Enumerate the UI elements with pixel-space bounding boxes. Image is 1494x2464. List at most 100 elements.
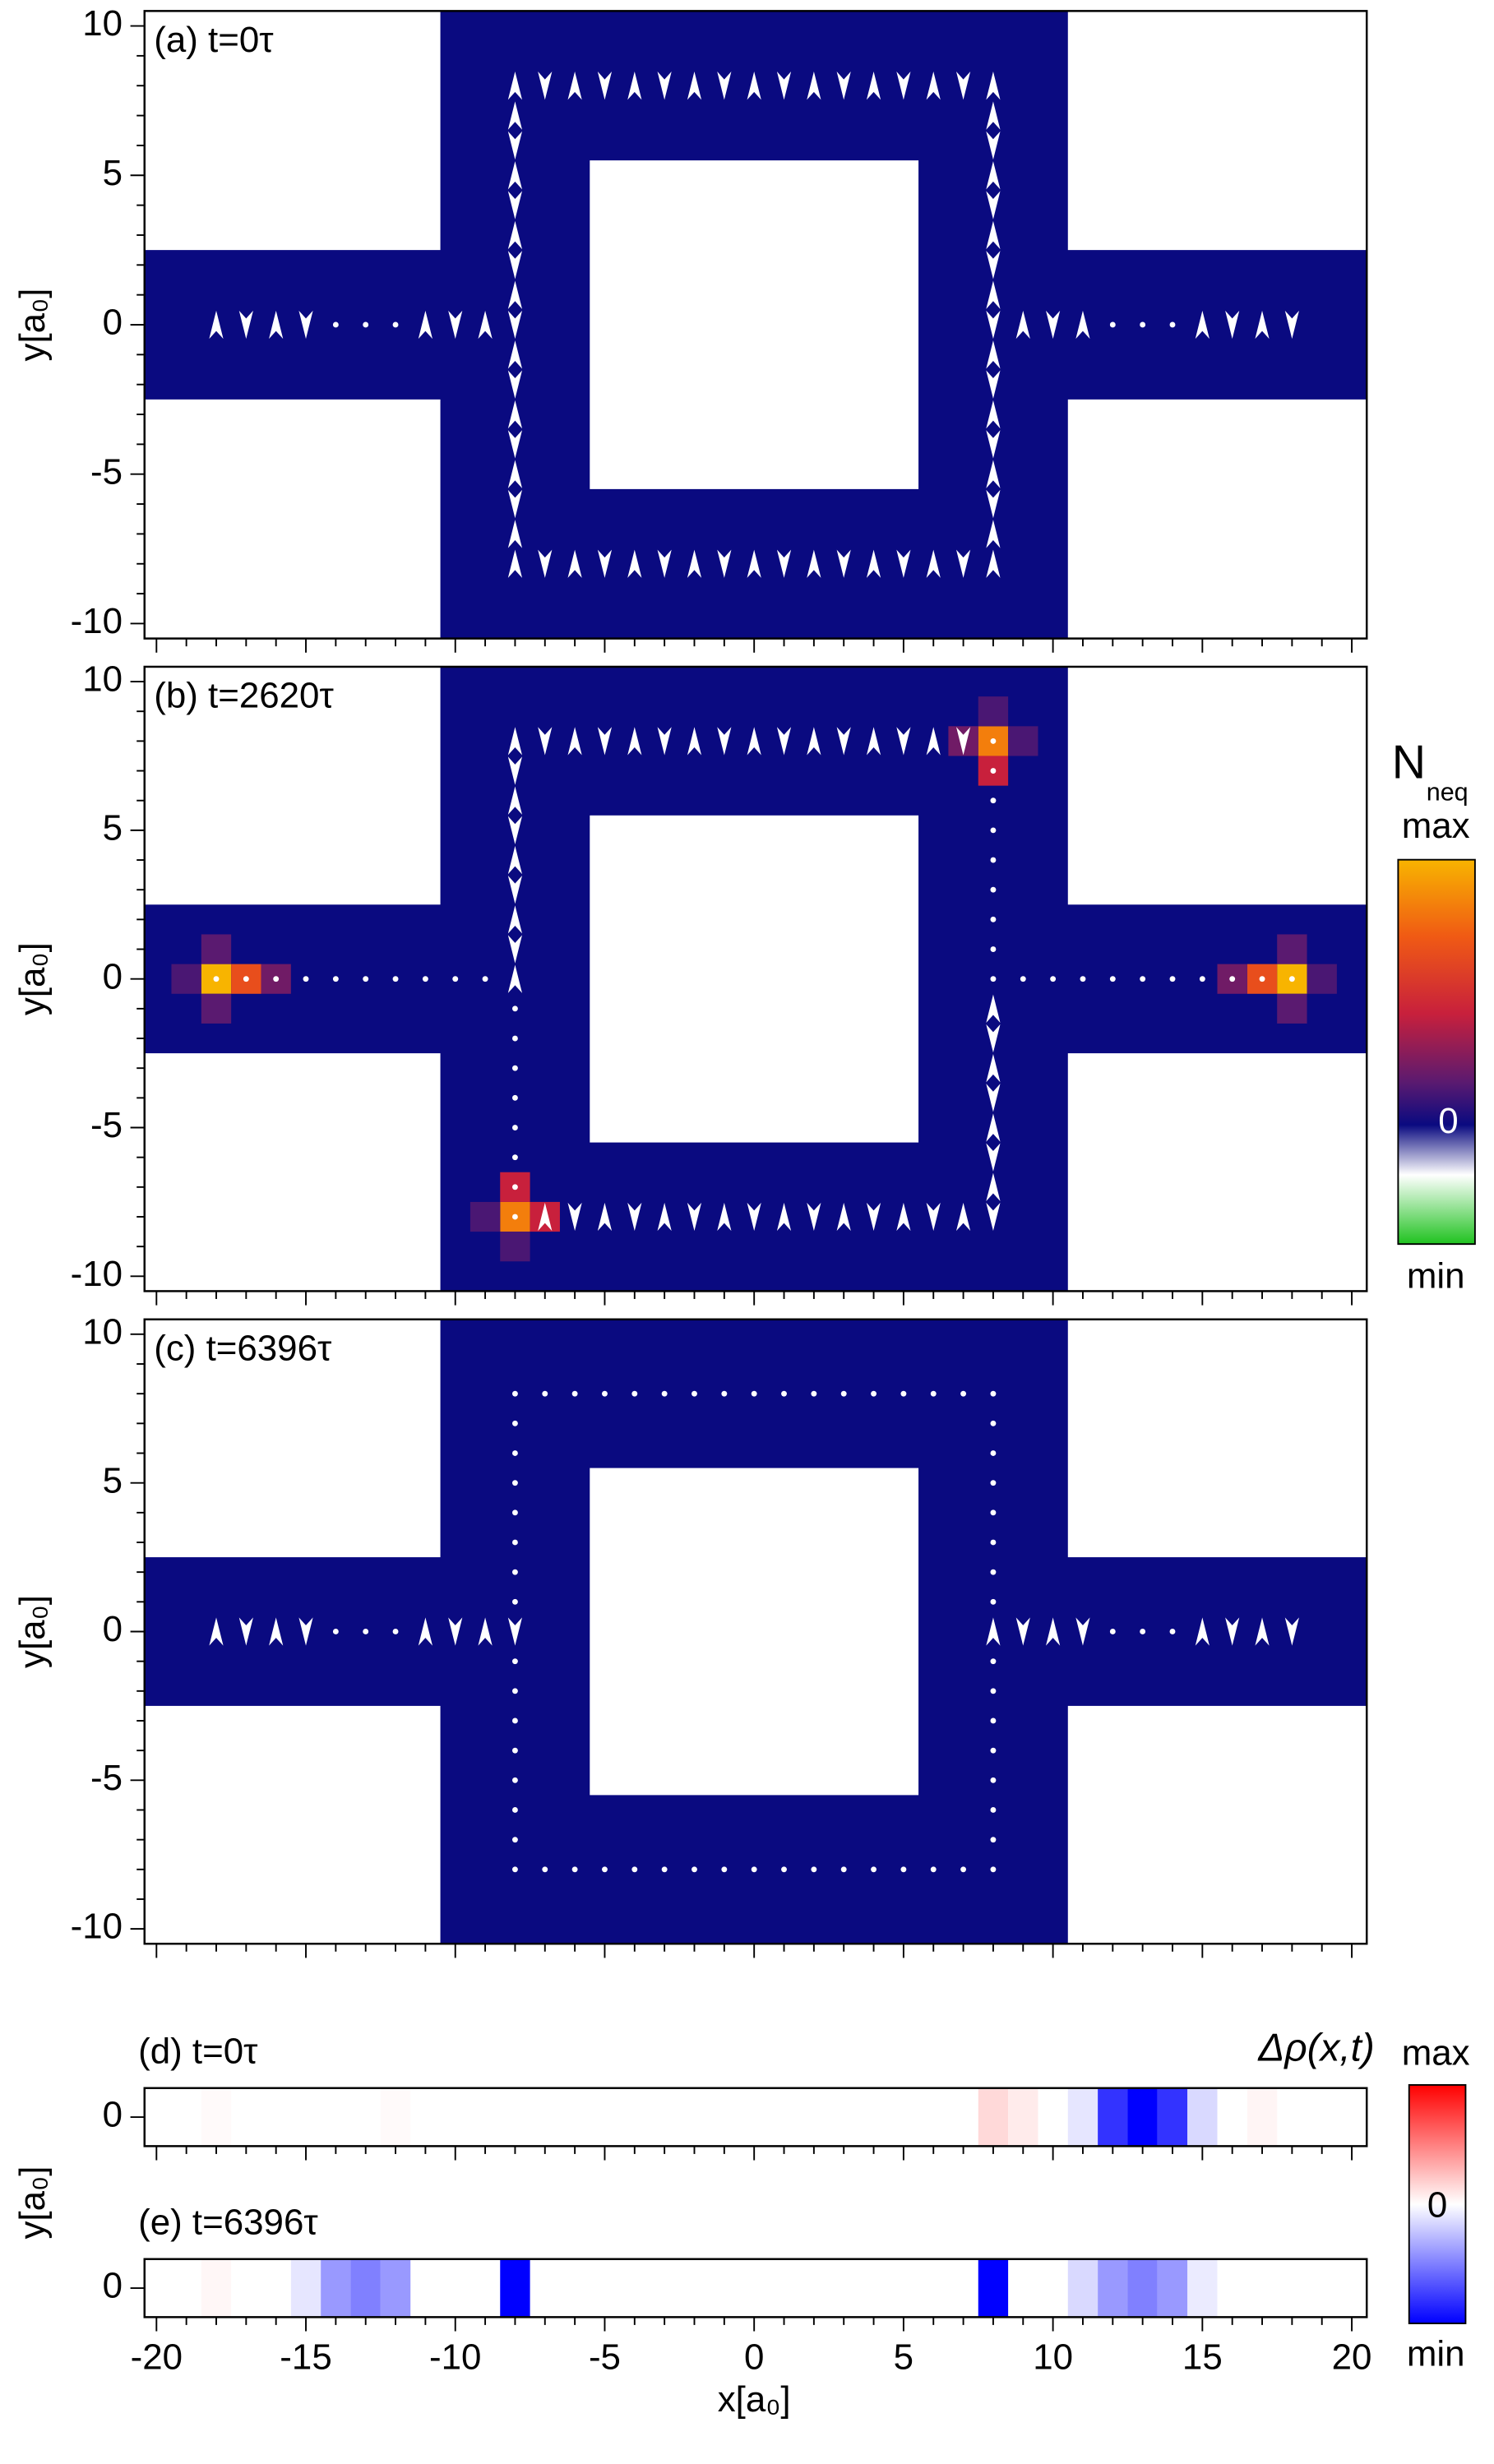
- spin-arrow: [507, 520, 523, 548]
- spin-arrow: [986, 251, 1001, 280]
- colorbar-rho-zero: 0: [1427, 2184, 1447, 2225]
- spin-arrow: [986, 1084, 1001, 1112]
- site-dot: [332, 976, 339, 982]
- site-dot: [960, 1866, 967, 1873]
- rho-cell: [1067, 2258, 1099, 2318]
- site-dot: [990, 1837, 997, 1843]
- spin-arrow: [1046, 310, 1061, 340]
- site-dot: [571, 1390, 578, 1397]
- site-dot: [990, 1539, 997, 1546]
- site-dot: [571, 1866, 578, 1873]
- site-dot: [542, 1866, 548, 1873]
- spin-arrow: [507, 460, 523, 488]
- rho-cell: [201, 2087, 232, 2147]
- site-dot: [990, 1717, 997, 1724]
- site-dot: [990, 1807, 997, 1813]
- site-dot: [990, 827, 997, 834]
- heat-cell: [201, 934, 232, 964]
- spin-arrow: [448, 1617, 463, 1646]
- site-dot: [751, 1866, 757, 1873]
- site-dot: [1199, 976, 1205, 982]
- colorbar-n-min: min: [1407, 1256, 1465, 1297]
- colorbar-n: [1397, 858, 1476, 1246]
- site-dot: [392, 321, 399, 328]
- spin-arrow: [507, 489, 523, 519]
- site-dot: [602, 1866, 608, 1873]
- site-dot: [1020, 976, 1026, 982]
- site-dot: [511, 1509, 518, 1516]
- spin-arrow: [687, 72, 702, 100]
- spin-arrow: [836, 72, 851, 100]
- y-tick-label: -10: [71, 1254, 123, 1294]
- site-dot: [930, 1866, 937, 1873]
- site-dot: [811, 1390, 817, 1397]
- spin-arrow: [507, 370, 523, 399]
- site-dot: [990, 797, 997, 804]
- site-dot: [511, 1747, 518, 1754]
- colorbar-n-zero: 0: [1438, 1101, 1458, 1141]
- site-dot: [1169, 321, 1176, 328]
- spin-arrow: [986, 1172, 1001, 1202]
- spin-arrow: [986, 340, 1001, 369]
- spin-arrow: [657, 72, 672, 100]
- site-dot: [213, 976, 220, 982]
- site-dot: [511, 1094, 518, 1101]
- spin-arrow: [807, 1202, 821, 1232]
- y-tick-label: -5: [90, 1105, 123, 1145]
- spin-arrow: [955, 727, 971, 756]
- rho-cell: [350, 2258, 381, 2318]
- spin-arrow: [926, 1202, 941, 1232]
- rho-cell: [1127, 2087, 1158, 2147]
- rho-cell: [500, 2258, 530, 2318]
- spin-arrow: [1075, 1617, 1090, 1646]
- spin-arrow: [807, 549, 821, 578]
- heat-cell: [201, 993, 232, 1024]
- spin-arrow: [507, 845, 523, 875]
- plot-area: [201, 2087, 1278, 2147]
- spin-arrow: [717, 727, 732, 756]
- site-dot: [1080, 976, 1086, 982]
- rho-cell: [321, 2258, 351, 2318]
- heat-cell: [1277, 993, 1307, 1024]
- spin-arrow: [507, 756, 523, 785]
- site-dot: [392, 976, 399, 982]
- site-dot: [511, 1154, 518, 1161]
- site-dot: [602, 1390, 608, 1397]
- site-dot: [1169, 1629, 1176, 1634]
- rho-cell: [1098, 2258, 1128, 2318]
- spin-arrow: [657, 549, 672, 578]
- rho-cell: [290, 2258, 321, 2318]
- rho-cell: [380, 2087, 411, 2147]
- spin-arrow: [896, 72, 911, 100]
- spin-arrow: [986, 220, 1001, 250]
- site-dot: [511, 1390, 518, 1397]
- site-dot: [363, 321, 369, 328]
- spin-arrow: [717, 549, 732, 578]
- spin-arrow: [507, 191, 523, 220]
- site-dot: [332, 321, 339, 328]
- spin-arrow: [986, 1113, 1001, 1142]
- spin-arrow: [597, 549, 613, 578]
- heat-cell: [171, 964, 201, 994]
- spin-arrow: [687, 549, 702, 578]
- spin-arrow: [776, 727, 792, 756]
- rho-cell: [978, 2087, 1009, 2147]
- site-dot: [511, 1866, 518, 1873]
- site-dot: [511, 1807, 518, 1813]
- y-tick-label: 0: [103, 303, 123, 343]
- heat-cell: [500, 1232, 530, 1262]
- site-dot: [273, 976, 280, 982]
- site-dot: [930, 1390, 937, 1397]
- x-tick-label: -15: [280, 2337, 331, 2377]
- spin-arrow: [776, 549, 792, 578]
- spin-arrow: [1284, 1617, 1299, 1646]
- site-dot: [990, 857, 997, 863]
- spin-arrow: [209, 310, 224, 340]
- spin-arrow: [478, 310, 493, 340]
- spin-arrow: [986, 994, 1001, 1024]
- site-dot: [511, 1688, 518, 1694]
- site-dot: [332, 1629, 339, 1634]
- ring-hole: [590, 815, 919, 1143]
- colorbar-rho-max: max: [1402, 2032, 1470, 2073]
